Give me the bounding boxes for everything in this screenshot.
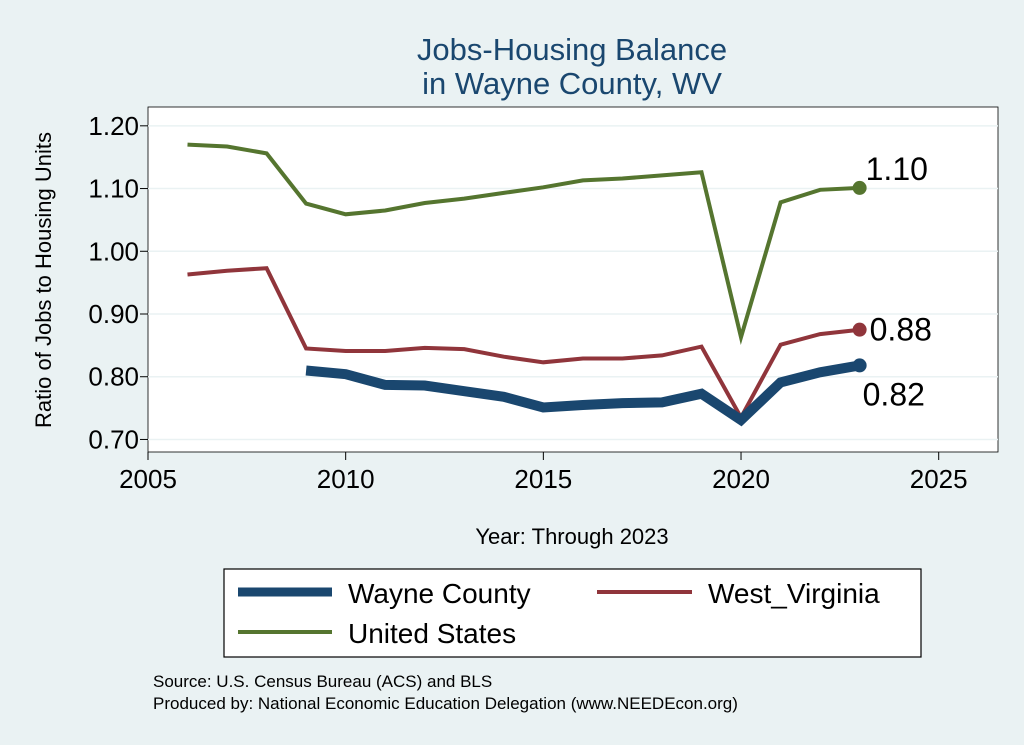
plot-area: [147, 106, 999, 453]
chart-title-line-1: Jobs-Housing Balance: [417, 32, 727, 67]
y-tick-label: 0.70: [88, 424, 139, 454]
x-axis: 2005 2010 2015 2020 2025: [119, 452, 968, 494]
y-tick-label: 1.10: [88, 174, 139, 204]
x-tick-label: 2020: [712, 464, 770, 494]
legend-label-wayne-county: Wayne County: [348, 578, 531, 609]
series-end-label: 1.10: [866, 151, 928, 187]
y-axis-title: Ratio of Jobs to Housing Units: [31, 132, 56, 428]
y-tick-label: 0.90: [88, 299, 139, 329]
legend: Wayne County West_Virginia United States: [223, 568, 922, 658]
series-endpoint-marker: [852, 180, 867, 195]
x-tick-label: 2025: [910, 464, 968, 494]
produced-by-note: Produced by: National Economic Education…: [153, 694, 738, 713]
series-endpoints: 0.82 0.88 1.10: [852, 151, 932, 412]
y-tick-label: 1.00: [88, 236, 139, 266]
x-axis-title: Year: Through 2023: [475, 524, 668, 549]
series-end-label: 0.88: [870, 312, 932, 348]
legend-label-west-virginia: West_Virginia: [708, 578, 880, 609]
series-line-wayne-county: [305, 360, 861, 427]
x-tick-label: 2005: [119, 464, 177, 494]
series-end-label: 0.82: [863, 376, 925, 412]
legend-label-united-states: United States: [348, 618, 516, 649]
y-axis: 0.70 0.80 0.90 1.00 1.10 1.20: [88, 111, 148, 454]
series-endpoint-marker: [852, 358, 867, 373]
source-note: Source: U.S. Census Bureau (ACS) and BLS: [153, 672, 492, 691]
series-line-united-states: [187, 142, 860, 345]
series-lines: [187, 142, 861, 427]
legend-box: [223, 568, 922, 658]
x-tick-label: 2015: [514, 464, 572, 494]
y-tick-label: 1.20: [88, 111, 139, 141]
series-line-west-virginia: [187, 266, 860, 422]
series-endpoint-marker: [852, 322, 867, 337]
x-tick-label: 2010: [317, 464, 375, 494]
chart-title-line-2: in Wayne County, WV: [422, 66, 722, 101]
y-tick-label: 0.80: [88, 362, 139, 392]
